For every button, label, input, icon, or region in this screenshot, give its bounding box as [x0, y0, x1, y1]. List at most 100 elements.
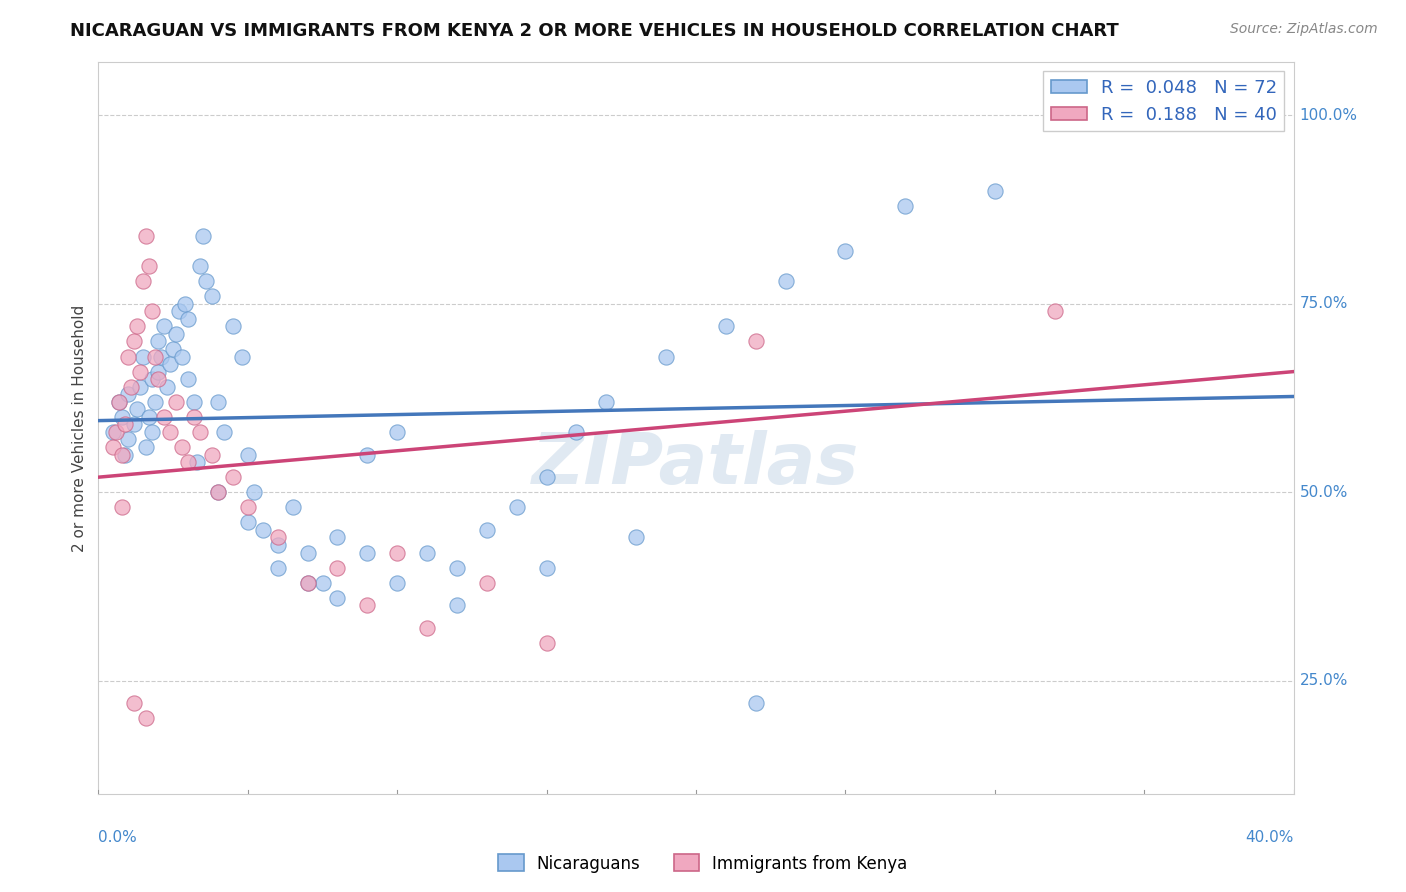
Point — [138, 409, 160, 424]
Point — [297, 575, 319, 590]
Point — [135, 228, 157, 243]
Point — [138, 259, 160, 273]
Point — [150, 350, 173, 364]
Point — [267, 538, 290, 552]
Point — [108, 394, 131, 409]
Point — [385, 575, 409, 590]
Point — [475, 523, 498, 537]
Point — [108, 394, 131, 409]
Point — [356, 545, 378, 559]
Point — [222, 470, 245, 484]
Point — [172, 440, 194, 454]
Point — [103, 425, 125, 439]
Point — [745, 334, 768, 349]
Point — [167, 304, 190, 318]
Point — [148, 334, 170, 349]
Point — [326, 591, 349, 605]
Point — [153, 319, 176, 334]
Point — [745, 697, 768, 711]
Point — [267, 531, 290, 545]
Point — [983, 184, 1005, 198]
Point — [124, 417, 146, 432]
Point — [111, 448, 134, 462]
Point — [188, 259, 211, 273]
Point — [141, 372, 163, 386]
Point — [207, 485, 229, 500]
Text: NICARAGUAN VS IMMIGRANTS FROM KENYA 2 OR MORE VEHICLES IN HOUSEHOLD CORRELATION : NICARAGUAN VS IMMIGRANTS FROM KENYA 2 OR… — [70, 22, 1119, 40]
Point — [111, 500, 134, 515]
Point — [105, 425, 128, 439]
Point — [177, 372, 200, 386]
Point — [252, 523, 274, 537]
Text: 75.0%: 75.0% — [1299, 296, 1348, 311]
Point — [159, 357, 181, 371]
Point — [124, 697, 146, 711]
Point — [129, 365, 152, 379]
Point — [129, 380, 152, 394]
Point — [281, 500, 304, 515]
Point — [172, 350, 194, 364]
Point — [222, 319, 245, 334]
Point — [148, 372, 170, 386]
Point — [194, 274, 218, 288]
Point — [834, 244, 856, 258]
Point — [207, 394, 229, 409]
Text: 0.0%: 0.0% — [98, 830, 138, 846]
Point — [1043, 304, 1066, 318]
Point — [120, 380, 142, 394]
Point — [114, 448, 136, 462]
Point — [165, 394, 187, 409]
Point — [236, 500, 259, 515]
Point — [162, 342, 184, 356]
Point — [595, 394, 617, 409]
Point — [174, 297, 197, 311]
Point — [446, 599, 468, 613]
Point — [191, 228, 214, 243]
Point — [385, 425, 409, 439]
Point — [624, 531, 647, 545]
Point — [416, 545, 439, 559]
Point — [127, 319, 149, 334]
Point — [565, 425, 588, 439]
Point — [111, 409, 134, 424]
Point — [297, 575, 319, 590]
Text: ZIPatlas: ZIPatlas — [533, 430, 859, 500]
Text: 100.0%: 100.0% — [1299, 108, 1358, 123]
Point — [117, 350, 139, 364]
Point — [153, 409, 176, 424]
Y-axis label: 2 or more Vehicles in Household: 2 or more Vehicles in Household — [72, 304, 87, 552]
Point — [212, 425, 235, 439]
Text: Source: ZipAtlas.com: Source: ZipAtlas.com — [1230, 22, 1378, 37]
Point — [117, 433, 139, 447]
Text: 25.0%: 25.0% — [1299, 673, 1348, 689]
Point — [135, 711, 157, 725]
Point — [183, 409, 205, 424]
Point — [236, 516, 259, 530]
Point — [311, 575, 333, 590]
Point — [127, 402, 149, 417]
Text: 50.0%: 50.0% — [1299, 484, 1348, 500]
Point — [231, 350, 253, 364]
Point — [326, 560, 349, 574]
Point — [183, 394, 205, 409]
Point — [775, 274, 797, 288]
Point — [297, 545, 319, 559]
Point — [188, 425, 211, 439]
Point — [243, 485, 266, 500]
Point — [267, 560, 290, 574]
Point — [207, 485, 229, 500]
Point — [156, 380, 179, 394]
Point — [186, 455, 208, 469]
Point — [141, 304, 163, 318]
Point — [143, 350, 166, 364]
Point — [506, 500, 529, 515]
Text: 40.0%: 40.0% — [1246, 830, 1294, 846]
Legend: Nicaraguans, Immigrants from Kenya: Nicaraguans, Immigrants from Kenya — [492, 847, 914, 880]
Point — [103, 440, 125, 454]
Point — [655, 350, 678, 364]
Point — [446, 560, 468, 574]
Point — [141, 425, 163, 439]
Point — [326, 531, 349, 545]
Point — [356, 448, 378, 462]
Point — [132, 274, 155, 288]
